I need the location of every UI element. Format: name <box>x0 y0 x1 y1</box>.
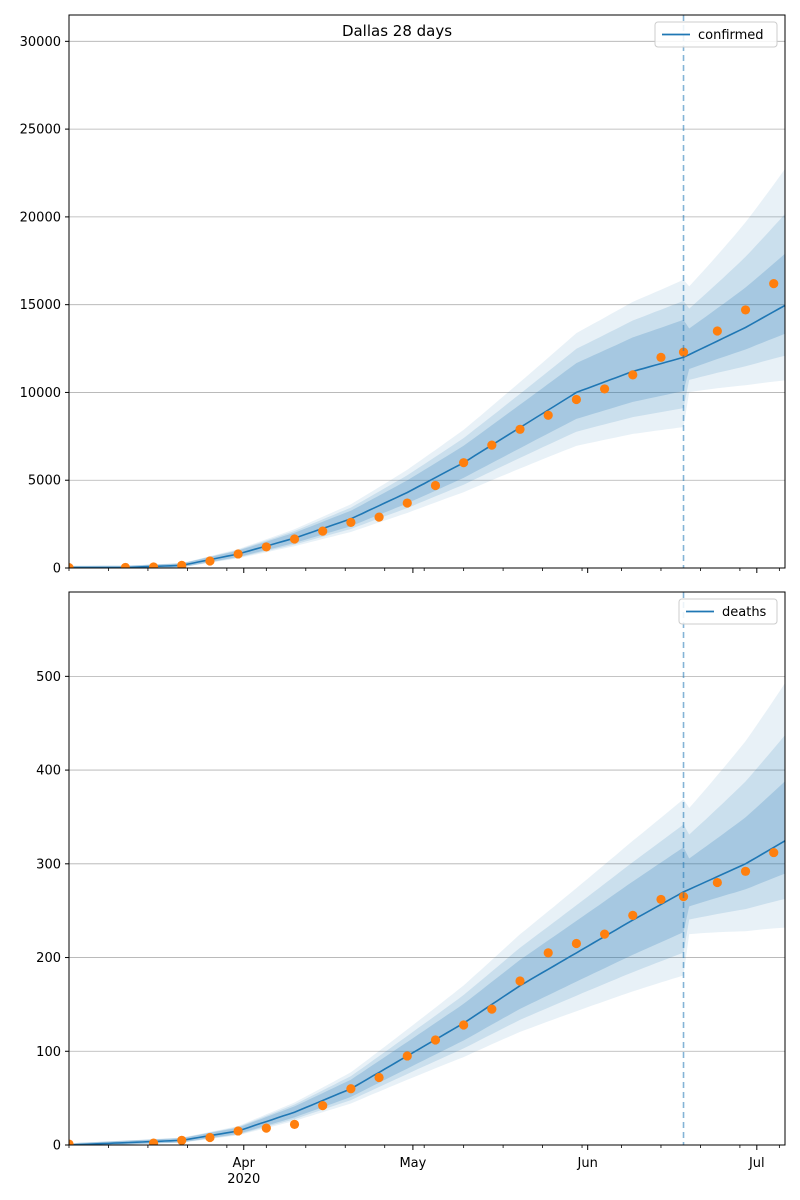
observed-point <box>346 517 356 527</box>
observed-point <box>712 877 722 888</box>
observed-point <box>628 370 638 380</box>
y-tick-label: 0 <box>53 1139 61 1154</box>
observed-point <box>120 562 130 568</box>
observed-point <box>712 326 722 336</box>
uncertainty-band <box>69 683 785 1145</box>
x-tick-label: Jun <box>577 1156 598 1171</box>
observed-point <box>177 1135 187 1145</box>
observed-point <box>656 894 666 905</box>
observed-point <box>628 910 638 920</box>
observed-point <box>571 938 582 949</box>
observed-point <box>318 526 328 536</box>
uncertainty-band <box>69 213 785 568</box>
y-tick-label: 300 <box>36 857 61 872</box>
chart-title: Dallas 28 days <box>342 22 452 40</box>
uncertainty-band <box>69 735 785 1145</box>
observed-point <box>487 1004 497 1014</box>
legend-box <box>678 598 778 625</box>
observed-point <box>374 1072 384 1083</box>
observed-point <box>430 1035 441 1045</box>
y-tick-label: 500 <box>36 670 61 685</box>
x-tick-label: Jul <box>748 1156 765 1171</box>
observed-point <box>740 305 751 315</box>
observed-point <box>430 480 441 491</box>
observed-point <box>289 534 300 544</box>
axes-frame <box>68 591 786 1146</box>
legend-label: confirmed <box>698 28 764 43</box>
observed-point <box>599 929 610 939</box>
y-tick-label: 5000 <box>28 474 61 489</box>
observed-point <box>402 498 412 508</box>
plot-area <box>69 683 785 1145</box>
observed-point <box>69 1139 74 1145</box>
observed-point <box>515 424 525 434</box>
observed-point <box>233 549 243 559</box>
y-tick-label: 0 <box>53 562 61 577</box>
y-tick-label: 10000 <box>20 386 61 401</box>
observed-point <box>543 948 553 958</box>
observed-point <box>205 1132 215 1143</box>
axes-frame <box>68 14 786 569</box>
observed-point <box>769 279 779 289</box>
observed-point <box>769 847 779 858</box>
observed-point <box>740 866 751 876</box>
y-tick-label: 400 <box>36 764 61 779</box>
y-tick-label: 20000 <box>20 210 61 225</box>
x-tick-label: May <box>399 1156 426 1171</box>
observed-point <box>177 560 187 568</box>
observed-point <box>148 562 159 568</box>
y-tick-label: 100 <box>36 1045 61 1060</box>
y-tick-label: 30000 <box>20 35 61 50</box>
y-tick-label: 15000 <box>20 298 61 313</box>
observed-point <box>678 347 689 357</box>
observed-point <box>656 352 666 362</box>
y-tick-label: 200 <box>36 951 61 966</box>
observed-point <box>599 384 610 394</box>
plot-area <box>69 168 785 568</box>
observed-point <box>148 1138 159 1145</box>
observed-point <box>233 1126 243 1136</box>
legend-label: deaths <box>722 605 767 620</box>
observed-point <box>374 512 384 522</box>
observed-point <box>261 1123 271 1133</box>
observed-point <box>289 1119 300 1129</box>
observed-point <box>459 458 469 468</box>
observed-point <box>261 542 271 552</box>
observed-point <box>69 563 74 568</box>
observed-point <box>487 440 497 450</box>
observed-point <box>318 1101 328 1111</box>
observed-point <box>402 1051 412 1061</box>
observed-point <box>346 1084 356 1094</box>
legend-box <box>654 21 778 48</box>
y-tick-label: 25000 <box>20 123 61 138</box>
x-tick-year-label: 2020 <box>227 1172 260 1187</box>
observed-point <box>205 556 215 566</box>
observed-point <box>459 1020 469 1030</box>
x-tick-label: Apr <box>233 1156 256 1171</box>
observed-point <box>515 976 525 986</box>
observed-point <box>543 410 553 420</box>
observed-point <box>571 394 582 405</box>
panel-confirmed: 0 5000 10000 15000 20000 25000 30000 Dallas 28 … <box>20 14 786 577</box>
